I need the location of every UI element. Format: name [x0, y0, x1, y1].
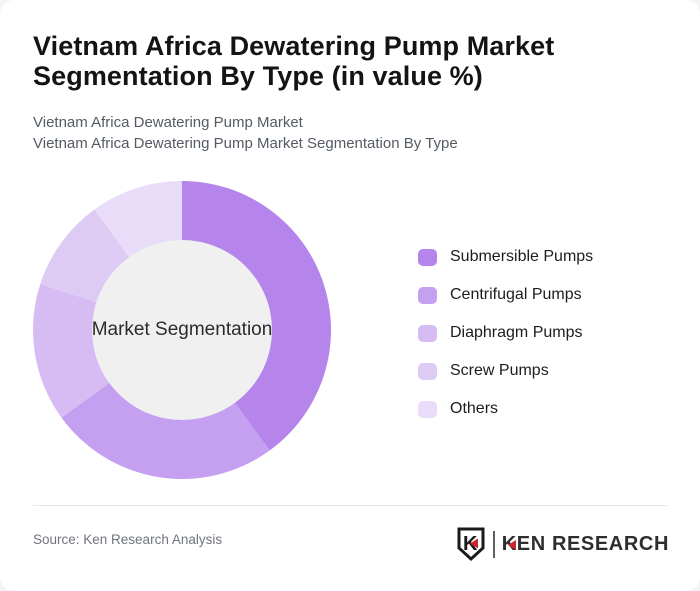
- chart-legend: Submersible Pumps Centrifugal Pumps Diaphr…: [418, 248, 593, 438]
- footer-divider: [33, 505, 667, 506]
- ken-research-logo: K KEN RESEARCH: [456, 526, 669, 562]
- legend-swatch-others: [418, 400, 437, 418]
- donut-hole: [92, 240, 272, 420]
- source-note: Source: Ken Research Analysis: [33, 532, 223, 547]
- brand-wordmark-text: KEN RESEARCH: [501, 532, 669, 555]
- page-title-line-1: Vietnam Africa Dewatering Pump Market: [33, 31, 555, 61]
- legend-item-diaphragm-pumps[interactable]: Diaphragm Pumps: [418, 324, 593, 342]
- donut-chart: [33, 181, 331, 479]
- legend-label: Screw Pumps: [450, 362, 549, 379]
- logo-separator: [492, 530, 495, 558]
- svg-text:K: K: [463, 533, 478, 555]
- legend-swatch-centrifugal-pumps: [418, 286, 437, 304]
- legend-item-others[interactable]: Others: [418, 400, 593, 418]
- page-title-line-2: Segmentation By Type (in value %): [33, 61, 483, 91]
- legend-swatch-submersible-pumps: [418, 248, 437, 266]
- legend-item-centrifugal-pumps[interactable]: Centrifugal Pumps: [418, 286, 593, 304]
- brand-k-red-triangle-icon: [507, 539, 516, 550]
- subtitle-line-2: Vietnam Africa Dewatering Pump Market Se…: [33, 135, 458, 152]
- brand-wordmark: KEN RESEARCH: [502, 533, 669, 556]
- legend-label: Others: [450, 400, 499, 417]
- legend-swatch-screw-pumps: [418, 362, 437, 380]
- legend-item-screw-pumps[interactable]: Screw Pumps: [418, 362, 593, 380]
- legend-label: Centrifugal Pumps: [450, 286, 582, 303]
- chart-subtitle: Vietnam Africa Dewatering Pump Market Vi…: [33, 112, 673, 154]
- legend-label: Diaphragm Pumps: [450, 324, 583, 341]
- shield-k-icon: K: [457, 527, 485, 562]
- page-title: Vietnam Africa Dewatering Pump Market Se…: [33, 31, 673, 91]
- donut-chart-svg: [33, 181, 331, 479]
- legend-swatch-diaphragm-pumps: [418, 324, 437, 342]
- legend-item-submersible-pumps[interactable]: Submersible Pumps: [418, 248, 593, 266]
- legend-label: Submersible Pumps: [450, 248, 594, 265]
- subtitle-line-1: Vietnam Africa Dewatering Pump Market: [33, 114, 303, 131]
